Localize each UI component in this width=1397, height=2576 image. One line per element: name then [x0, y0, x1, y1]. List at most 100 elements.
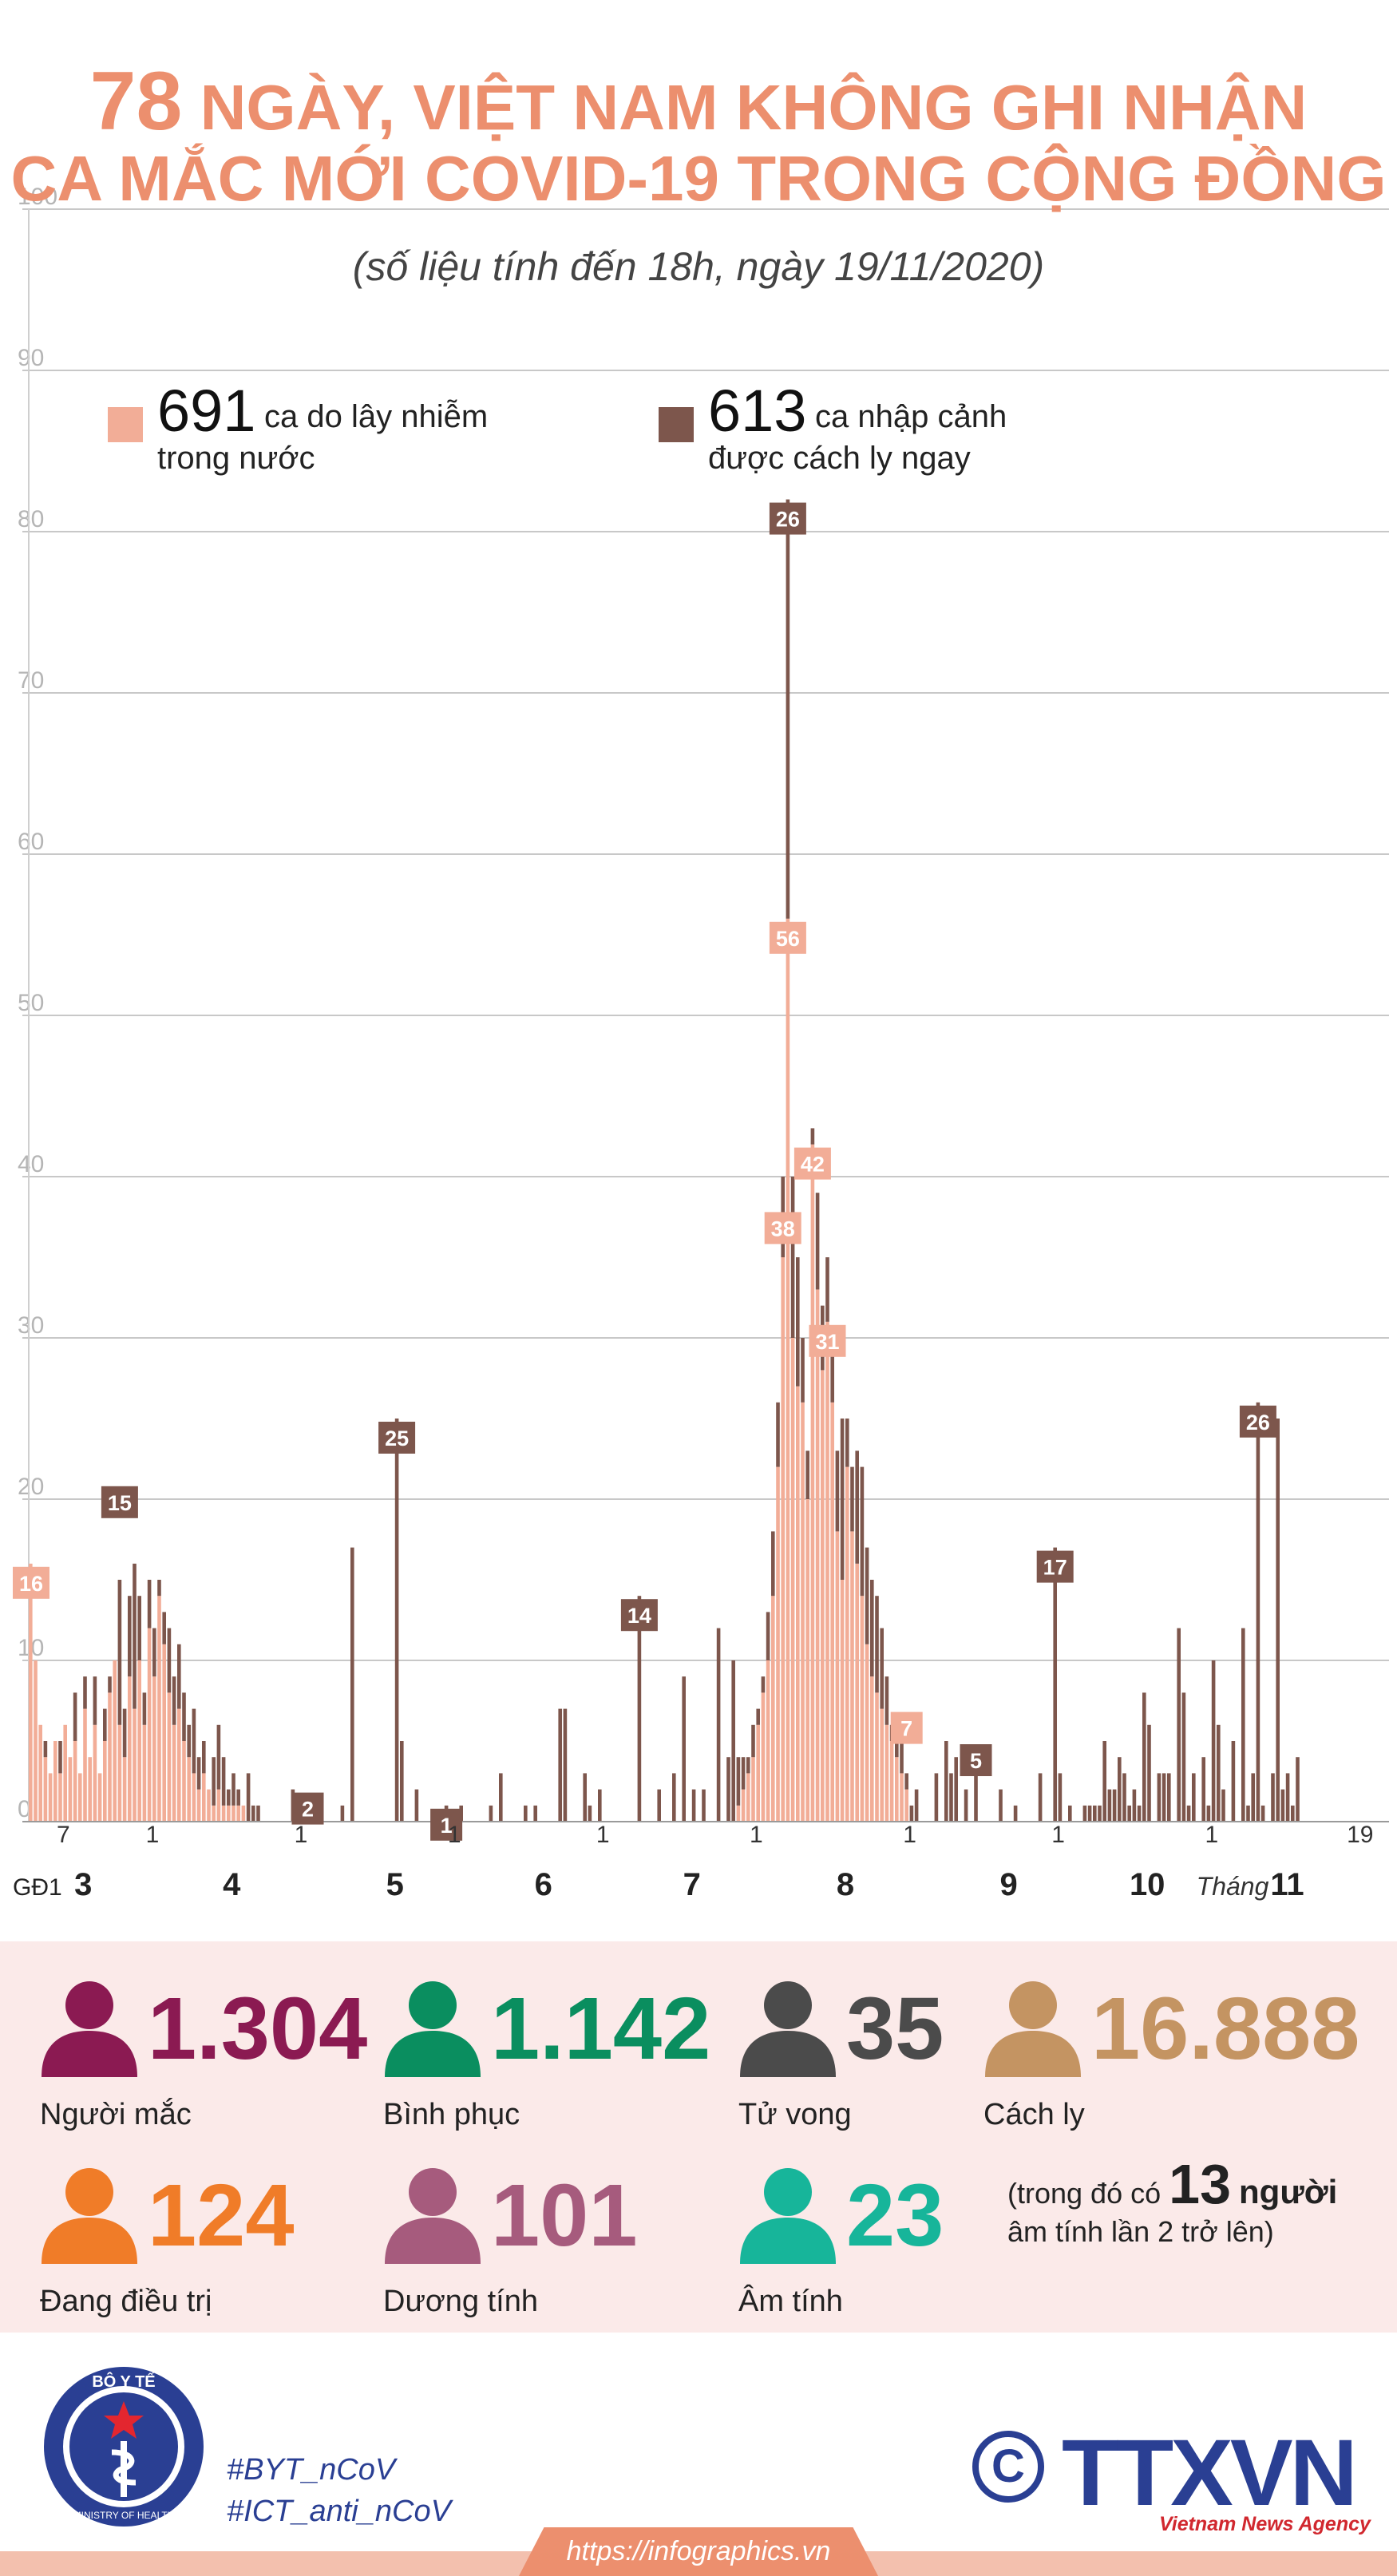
x-date-label: 1 — [448, 1822, 461, 1848]
bar-domestic — [850, 1531, 854, 1822]
bar-imported — [974, 1773, 978, 1822]
bar-domestic — [157, 1596, 161, 1822]
bar-imported — [414, 1789, 419, 1822]
annotation-box — [960, 1744, 992, 1776]
bar-domestic — [875, 1692, 879, 1822]
bar-domestic — [34, 1660, 38, 1822]
bar-imported — [400, 1741, 404, 1822]
bar-domestic — [865, 1644, 869, 1822]
note-line-2: âm tính lần 2 trở lên) — [1007, 2215, 1274, 2248]
bar-domestic — [93, 1724, 97, 1822]
stats-panel — [0, 1941, 1397, 2333]
bar-imported — [598, 1789, 602, 1822]
bar-imported — [157, 1580, 161, 1597]
bar-imported — [1137, 1805, 1142, 1822]
bar-imported — [860, 1466, 865, 1597]
bar-imported — [103, 1708, 107, 1741]
x-date-label: 19 — [1347, 1822, 1373, 1848]
bar-domestic — [142, 1724, 147, 1822]
bar-imported — [1118, 1757, 1122, 1822]
ministry-logo: BỘ Y TẾ MINISTRY OF HEALTH — [44, 2367, 204, 2527]
annotation-box — [764, 1212, 801, 1244]
bar-imported — [1098, 1805, 1102, 1822]
bar-domestic — [830, 1402, 834, 1822]
annotation-label: 26 — [1246, 1411, 1270, 1434]
bar-imported — [1013, 1805, 1018, 1822]
x-month-label: 5 — [386, 1867, 404, 1902]
legend-imported-line2: được cách ly ngay — [708, 441, 971, 476]
annotation-label: 38 — [771, 1217, 795, 1241]
stat-label: Âm tính — [738, 2285, 843, 2318]
bar-domestic — [88, 1757, 92, 1822]
annotation-label: 1 — [441, 1814, 453, 1838]
x-month-label: 8 — [837, 1867, 854, 1902]
bar-domestic — [207, 1789, 211, 1822]
agency-subtitle: Vietnam News Agency — [1159, 2513, 1371, 2535]
bar-imported — [870, 1580, 874, 1677]
bar-domestic — [895, 1757, 899, 1822]
bar-imported — [796, 1257, 800, 1387]
annotation-label: 14 — [627, 1604, 651, 1628]
bar-imported — [167, 1628, 172, 1693]
bar-domestic — [761, 1692, 766, 1822]
bar-imported — [232, 1773, 235, 1806]
x-month-prefix: Tháng — [1197, 1872, 1269, 1901]
bar-imported — [524, 1805, 528, 1822]
bar-domestic — [117, 1724, 122, 1822]
bar-imported — [761, 1676, 766, 1693]
y-tick-label: 70 — [18, 667, 44, 694]
bar-imported — [1251, 1773, 1255, 1822]
bar-imported — [672, 1773, 676, 1822]
bar-domestic — [751, 1757, 755, 1822]
bar-imported — [1058, 1773, 1063, 1822]
bar-imported — [137, 1596, 141, 1660]
bar-imported — [1260, 1805, 1265, 1822]
x-date-label: 1 — [146, 1822, 160, 1848]
bar-imported — [954, 1757, 958, 1822]
bar-domestic — [889, 1741, 894, 1822]
x-date-label: 1 — [596, 1822, 610, 1848]
bar-imported — [162, 1612, 166, 1644]
bar-imported — [58, 1741, 62, 1774]
bar-imported — [1142, 1692, 1146, 1822]
bar-imported — [875, 1596, 879, 1693]
annotation-label: 15 — [108, 1491, 132, 1515]
bar-domestic — [766, 1660, 770, 1822]
bar-domestic — [786, 918, 790, 1822]
bar-imported — [850, 1466, 854, 1532]
bar-imported — [934, 1773, 939, 1822]
bar-imported — [227, 1789, 231, 1806]
bar-domestic — [78, 1773, 82, 1822]
bar-imported — [142, 1692, 147, 1725]
bar-imported — [964, 1789, 968, 1822]
stat-label: Cách ly — [983, 2098, 1085, 2131]
bar-domestic — [860, 1596, 865, 1822]
bar-domestic — [221, 1805, 226, 1822]
x-date-label: 1 — [295, 1822, 308, 1848]
x-month-label: 6 — [535, 1867, 552, 1902]
annotation-box — [809, 1324, 846, 1357]
annotation-box — [890, 1711, 923, 1744]
bar-domestic — [776, 1466, 780, 1822]
annotation-box — [620, 1599, 658, 1632]
bar-imported — [1291, 1805, 1295, 1822]
bar-imported — [746, 1757, 750, 1774]
bar-imported — [885, 1676, 889, 1725]
person-icon — [985, 1981, 1081, 2077]
ministry-bottom-text: MINISTRY OF HEALTH — [73, 2510, 175, 2521]
bar-domestic — [756, 1724, 760, 1822]
bar-imported — [1157, 1773, 1162, 1822]
bar-imported — [731, 1660, 735, 1822]
bar-imported — [855, 1450, 859, 1564]
bar-imported — [350, 1547, 354, 1822]
x-month-label: 10 — [1130, 1867, 1165, 1902]
bar-imported — [790, 1177, 795, 1338]
annotation-label: 26 — [776, 508, 800, 532]
bar-domestic — [167, 1692, 172, 1822]
bar-domestic — [48, 1773, 53, 1822]
y-tick-label: 90 — [18, 345, 44, 371]
bar-domestic — [192, 1773, 196, 1822]
y-tick-label: 80 — [18, 506, 44, 532]
bar-imported — [1206, 1805, 1211, 1822]
bar-imported — [1082, 1805, 1087, 1822]
